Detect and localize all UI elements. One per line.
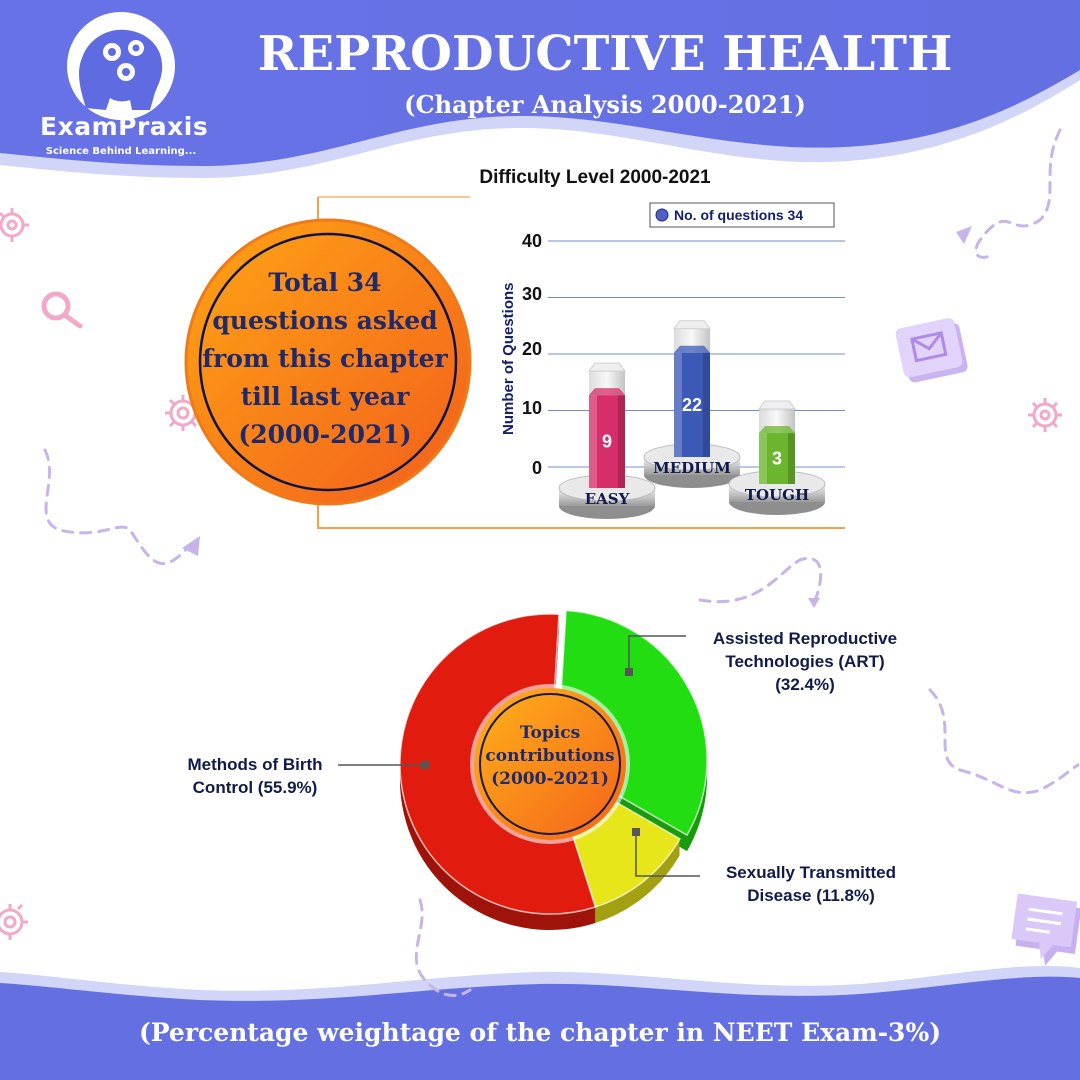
decor-dash-right [928, 688, 1080, 795]
bar-highlight [759, 433, 767, 484]
bar-group-easy: 9 EASY [558, 362, 656, 519]
total-questions-text: Total 34 questions asked from this chapt… [200, 264, 450, 454]
leader-dot [625, 668, 633, 676]
y-tick-label: 30 [521, 284, 542, 304]
total-line: till last year [240, 382, 410, 411]
total-line: (2000-2021) [238, 420, 412, 449]
pie-label-std: Sexually Transmitted Disease (11.8%) [700, 861, 922, 907]
bar-highlight [589, 395, 597, 488]
y-tick-label: 10 [521, 398, 542, 418]
bar-shade [618, 395, 625, 488]
bar-data-label: 3 [772, 449, 782, 469]
bar-glass-top [673, 320, 711, 330]
bar-data-label: 9 [602, 432, 612, 452]
summary-circle-ring [198, 232, 458, 492]
y-tick-label: 40 [521, 231, 542, 251]
pie-label-line: Technologies (ART) [725, 652, 885, 671]
leader-dot [632, 828, 640, 836]
legend-box [649, 202, 835, 228]
decor-dash-left [43, 448, 192, 566]
pie-center-ring [479, 693, 621, 835]
bar-data-label: 22 [682, 395, 702, 415]
bar-glass-top [588, 362, 626, 372]
brand-name: ExamPraxis [40, 112, 209, 141]
category-label: MEDIUM [653, 459, 731, 477]
category-label: EASY [585, 490, 630, 508]
pie-label-line: Assisted Reproductive [712, 629, 898, 648]
footer-note: (Percentage weightage of the chapter in … [138, 1018, 942, 1047]
brand-tagline: Science Behind Learning... [45, 146, 197, 157]
legend-label: No. of questions 34 [674, 207, 804, 223]
chat-bubble-icon [1011, 893, 1080, 966]
y-tick-label: 0 [531, 458, 542, 478]
summary-circle [184, 218, 472, 506]
center-label-line: contributions [485, 746, 615, 766]
page-subtitle: (Chapter Analysis 2000-2021) [404, 90, 806, 119]
bar-top-face [589, 388, 625, 396]
bar-shade [788, 433, 795, 484]
y-tick-label: 20 [521, 339, 542, 359]
decor-dash-mid-right [698, 556, 823, 604]
bar-group-medium: 22 MEDIUM [643, 320, 741, 488]
bar-medium [674, 352, 710, 457]
bar-top-face [674, 345, 710, 353]
mail-icon [895, 318, 968, 383]
gear-icon [1028, 398, 1062, 432]
page-title: REPRODUCTIVE HEALTH [257, 26, 953, 82]
pie-label-line: Control (55.9%) [192, 778, 318, 797]
center-label-line: Topics [519, 723, 581, 743]
decor-arrow-mid [808, 598, 820, 608]
decor-dash-bottom [414, 898, 472, 997]
leader-line-std [635, 832, 700, 877]
bar-group-tough: 3 TOUGH [728, 400, 826, 515]
gear-icon [0, 208, 29, 242]
pie-label-line: Methods of Birth [187, 755, 323, 774]
pie-label-line: Sexually Transmitted [725, 863, 897, 882]
magnifier-icon [41, 291, 83, 329]
bar-top-face [759, 426, 795, 434]
bar-shade [703, 352, 710, 457]
category-label: TOUGH [745, 486, 809, 504]
bar-easy [589, 395, 625, 488]
pie-label-line: Disease (11.8%) [747, 886, 875, 905]
pie-center-disc [474, 688, 626, 840]
pie-label-birth-control: Methods of Birth Control (55.9%) [166, 753, 344, 799]
bar-glass-top [758, 400, 796, 410]
decor-arrow-left [182, 536, 200, 556]
total-line: questions asked [212, 306, 438, 335]
leader-lines [338, 635, 700, 877]
pie-label-line: (32.4%) [775, 675, 835, 694]
total-line: from this chapter [202, 344, 448, 373]
leader-dot [421, 761, 429, 769]
decor-arrow-top-right [956, 226, 972, 244]
leader-line-art [628, 635, 686, 672]
bar-tough [759, 433, 795, 484]
header-band [0, 0, 1080, 166]
brain-gears-logo-icon [67, 12, 175, 120]
bar-highlight [674, 352, 682, 457]
legend-marker [655, 208, 669, 222]
center-label-line: (2000-2021) [491, 769, 609, 789]
bar-chart-title: Difficulty Level 2000-2021 [479, 167, 711, 188]
pie-label-art: Assisted Reproductive Technologies (ART)… [680, 627, 930, 696]
footer-band [0, 976, 1080, 1080]
gear-icon [0, 903, 28, 940]
total-line: Total 34 [268, 268, 382, 297]
pie-center-label: Topics contributions (2000-2021) [480, 722, 620, 791]
